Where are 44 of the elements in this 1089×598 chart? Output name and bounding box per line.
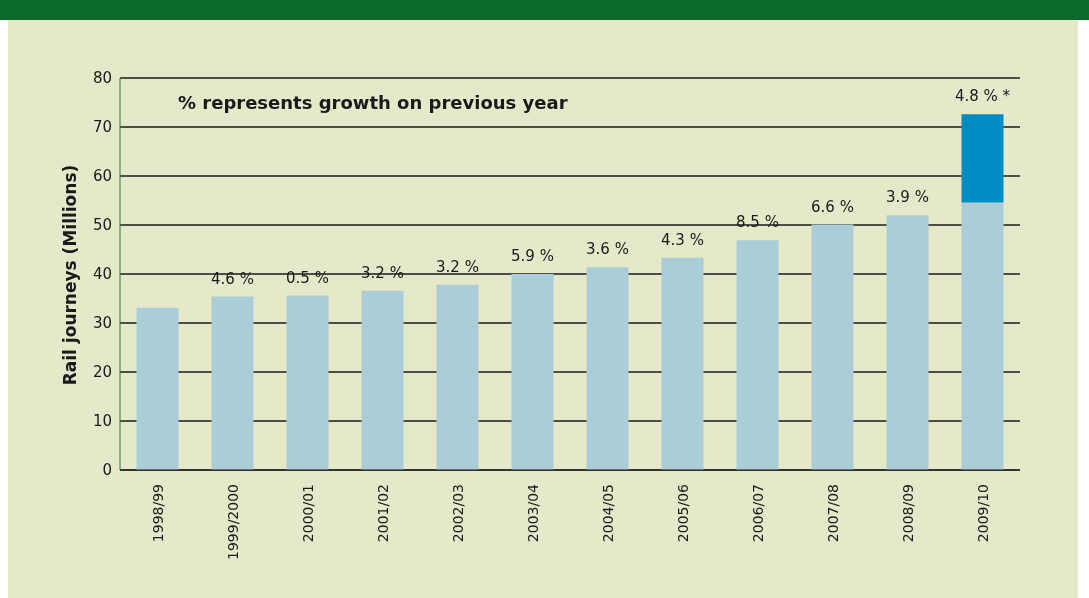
annotation: 4.6 % xyxy=(211,269,254,288)
annotation: 3.9 % xyxy=(886,188,929,207)
bar xyxy=(961,114,1004,203)
annotation: 4.8 % * xyxy=(954,87,1011,106)
annotation: 4.3 % xyxy=(661,230,704,249)
x-tick-label: 2001/02 xyxy=(374,484,391,543)
x-tick-label: 2008/09 xyxy=(899,484,916,543)
y-axis-title: Rail journeys (Millions) xyxy=(60,164,80,386)
x-tick-label: 2009/10 xyxy=(974,484,991,543)
y-tick-label: 40 xyxy=(92,265,112,284)
x-tick-label: 2000/01 xyxy=(299,484,316,543)
bar xyxy=(586,267,629,470)
bar xyxy=(511,274,554,470)
y-tick-label: 80 xyxy=(92,69,112,88)
bar xyxy=(661,257,704,470)
annotation: % represents growth on previous year xyxy=(178,92,568,113)
x-tick-label: 2005/06 xyxy=(674,483,691,543)
x-tick-label: 1998/99 xyxy=(149,484,166,543)
bar xyxy=(286,295,329,470)
y-tick-label: 0 xyxy=(102,461,112,480)
y-tick-label: 20 xyxy=(92,363,112,382)
y-tick-label: 70 xyxy=(92,118,112,137)
x-tick-label: 2002/03 xyxy=(449,484,466,543)
x-tick-label: 1999/2000 xyxy=(224,484,241,560)
x-tick-label: 2003/04 xyxy=(524,483,541,543)
y-tick-label: 50 xyxy=(92,216,112,235)
annotation: 6.6 % xyxy=(811,197,854,216)
annotation: 3.6 % xyxy=(586,240,629,259)
bar xyxy=(211,296,254,470)
x-tick-label: 2007/08 xyxy=(824,484,841,543)
bar xyxy=(886,215,929,470)
y-tick-label: 30 xyxy=(92,314,112,333)
annotation: 5.9 % xyxy=(511,247,554,265)
annotation: 3.2 % xyxy=(436,257,479,276)
bar xyxy=(961,202,1004,470)
bar xyxy=(811,224,854,470)
bar xyxy=(436,284,479,470)
bar xyxy=(136,307,179,470)
x-tick-label: 2006/07 xyxy=(749,484,766,543)
x-tick-label: 2004/05 xyxy=(599,484,616,543)
y-tick-label: 60 xyxy=(92,167,112,186)
y-tick-label: 10 xyxy=(92,412,112,431)
bar xyxy=(736,240,779,470)
bar xyxy=(361,290,404,470)
